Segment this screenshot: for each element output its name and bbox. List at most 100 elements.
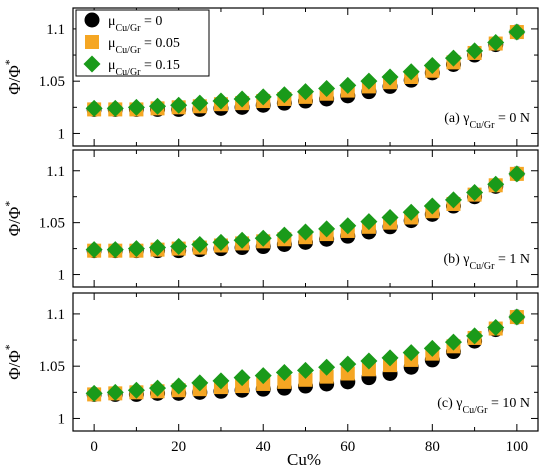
x-tick-label: 100	[506, 439, 529, 455]
data-point	[233, 369, 251, 387]
y-axis-label: Φ/Φ*	[2, 201, 24, 237]
series-diamond	[85, 165, 526, 259]
data-point	[487, 34, 505, 51]
data-point	[277, 374, 292, 389]
data-point	[149, 239, 167, 257]
legend-label: μCu/Gr = 0.15	[108, 58, 180, 78]
data-point	[487, 175, 505, 193]
legend-item: μCu/Gr = 0.05	[85, 35, 180, 56]
data-point	[191, 235, 209, 253]
panel-a: 1 1.05 1.1 Φ/Φ* (a) γCu/Gr = 0 N	[2, 7, 539, 147]
data-point	[297, 361, 314, 379]
data-point	[85, 99, 103, 117]
data-point	[339, 76, 357, 94]
panel-annotation: (b) γCu/Gr = 1 N	[443, 252, 530, 272]
x-tick-label: 0	[90, 439, 98, 455]
x-tick-label: 60	[340, 439, 355, 455]
data-point	[275, 86, 293, 104]
panel-b: 1 1.05 1.1 Φ/Φ* (b) γCu/Gr = 1 N	[2, 149, 539, 288]
data-point	[297, 223, 314, 241]
data-point	[402, 203, 420, 221]
panel-c: 1 1.05 1.1 0 20 40 60 80 100 Φ/Φ* (c) γCu/Gr = 10 …	[2, 292, 539, 455]
data-point	[444, 333, 462, 351]
data-point	[254, 367, 272, 385]
data-point	[381, 68, 399, 86]
data-point	[170, 238, 188, 256]
data-point	[360, 352, 378, 370]
data-point	[339, 217, 357, 235]
data-point	[212, 372, 230, 390]
data-point	[127, 240, 145, 258]
data-point	[149, 97, 167, 115]
y-tick-label: 1.1	[46, 307, 65, 323]
data-point	[423, 57, 441, 74]
legend-label: μCu/Gr = 0.05	[108, 36, 180, 56]
data-point	[340, 366, 355, 381]
data-point	[254, 88, 272, 106]
y-tick-label: 1.05	[39, 74, 65, 90]
data-point	[85, 241, 103, 259]
y-tick-label: 1.05	[39, 216, 65, 232]
data-point	[402, 63, 420, 81]
data-point	[466, 42, 484, 60]
x-tick-label: 80	[425, 439, 440, 455]
y-tick-label: 1.05	[39, 359, 65, 375]
data-point	[339, 355, 357, 373]
data-point	[360, 72, 378, 90]
y-tick-label: 1.1	[46, 164, 65, 180]
data-point	[275, 363, 293, 381]
data-point	[127, 98, 145, 116]
data-point	[127, 381, 145, 399]
data-point	[466, 184, 484, 202]
data-point	[212, 233, 230, 251]
data-point	[233, 90, 251, 108]
data-point	[423, 197, 441, 215]
y-tick-label: 1	[58, 126, 66, 142]
data-point	[318, 220, 336, 238]
data-point	[191, 374, 209, 392]
data-point	[508, 165, 526, 183]
data-point	[360, 213, 378, 231]
data-point	[381, 208, 399, 226]
x-axis-label: Cu%	[287, 450, 321, 469]
data-point	[402, 344, 420, 362]
data-point	[233, 231, 251, 249]
data-point	[423, 339, 441, 357]
data-point	[254, 229, 272, 247]
data-point	[318, 80, 336, 97]
data-point	[444, 49, 462, 67]
data-point	[297, 83, 314, 101]
y-tick-label: 1.1	[46, 22, 65, 38]
y-tick-label: 1	[58, 268, 66, 284]
data-point	[106, 241, 124, 259]
series-diamond	[85, 23, 526, 117]
panels: 1 1.05 1.1 Φ/Φ* (a) γCu/Gr = 0 N 1 1.05 1.1 Φ/Φ*…	[2, 7, 539, 455]
data-point	[170, 96, 188, 114]
data-point	[170, 377, 188, 395]
legend-item: μCu/Gr = 0	[84, 12, 162, 34]
data-point	[319, 369, 334, 384]
y-axis-label: Φ/Φ*	[2, 59, 24, 95]
panel-annotation: (c) γCu/Gr = 10 N	[437, 396, 530, 416]
data-point	[85, 384, 103, 402]
y-tick-label: 1	[58, 411, 66, 427]
data-point	[275, 226, 293, 244]
legend-item: μCu/Gr = 0.15	[83, 55, 180, 78]
legend-marker	[83, 55, 101, 73]
data-point	[381, 349, 399, 367]
data-point	[466, 327, 484, 345]
data-point	[444, 191, 462, 209]
legend-marker	[85, 35, 99, 49]
data-point	[106, 383, 124, 401]
data-point	[487, 319, 505, 336]
y-axis-label: Φ/Φ*	[2, 344, 24, 380]
data-point	[106, 99, 124, 117]
data-point	[212, 92, 230, 110]
data-point	[298, 372, 313, 387]
data-point	[149, 379, 167, 397]
legend-marker	[84, 12, 100, 28]
x-tick-label: 20	[171, 439, 186, 455]
legend-label: μCu/Gr = 0	[108, 14, 162, 34]
